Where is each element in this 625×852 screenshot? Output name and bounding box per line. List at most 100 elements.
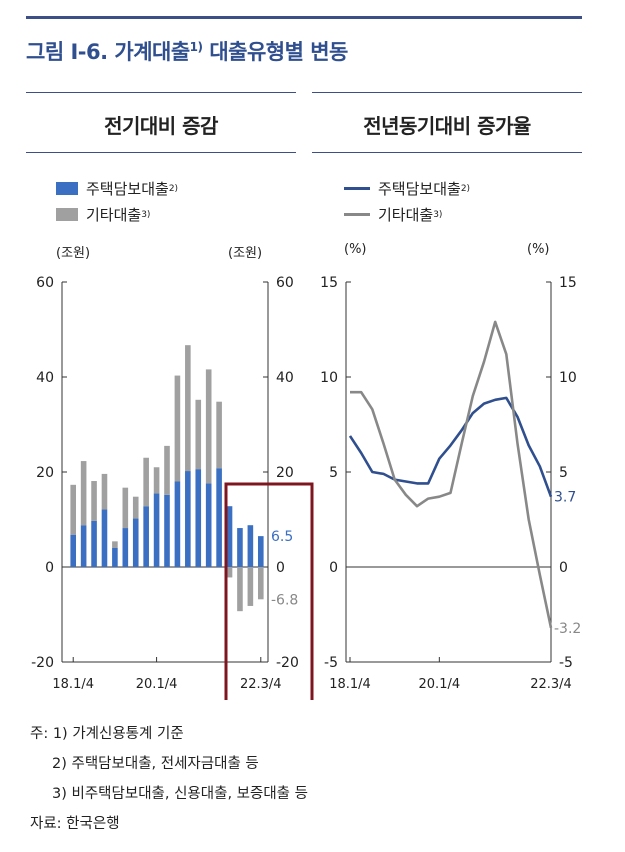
bar-mortgage — [205, 483, 212, 567]
note-3: 3) 비주택담보대출, 신용대출, 보증대출 등 — [52, 786, 308, 802]
left-top-rule — [26, 92, 296, 93]
legend-label: 기타대출 — [86, 206, 142, 224]
bar-mortgage — [237, 528, 243, 567]
legend-swatch-other — [56, 208, 78, 221]
y-tick-label-right: 60 — [276, 275, 294, 291]
bar-other — [185, 345, 191, 472]
bar-mortgage — [216, 468, 222, 567]
bar-mortgage — [257, 536, 264, 567]
bar-mortgage — [226, 506, 233, 567]
value-annotation: -6.8 — [271, 592, 298, 608]
bar-mortgage — [70, 534, 77, 567]
y-tick-label-right: -5 — [559, 655, 573, 671]
value-annotation: -3.2 — [554, 621, 581, 637]
bar-mortgage — [153, 493, 160, 567]
bar-other — [143, 457, 149, 507]
value-annotation: 3.7 — [554, 490, 576, 506]
y-tick-label-left: 15 — [320, 275, 338, 291]
legend-label: 주택담보대출 — [378, 180, 461, 198]
y-tick-label-right: -20 — [276, 655, 299, 671]
bar-mortgage — [164, 494, 170, 567]
y-tick-label-left: -5 — [324, 655, 338, 671]
bar-other — [174, 375, 181, 482]
y-tick-label-right: 10 — [559, 370, 577, 386]
bar-other — [247, 567, 254, 606]
note-1: 주: 1) 가계신용통계 기준 — [30, 726, 184, 742]
left-subtitle: 전기대비 증감 — [104, 114, 218, 138]
x-tick-label: 22.3/4 — [240, 677, 282, 692]
y-tick-label-left: 20 — [36, 465, 54, 481]
bar-mortgage — [91, 520, 97, 567]
bar-other — [257, 567, 264, 600]
left-unit-left: (조원) — [56, 246, 91, 261]
bar-other — [195, 399, 202, 470]
bar-mortgage — [101, 509, 108, 567]
legend-label: 주택담보대출 — [86, 180, 169, 198]
y-tick-label-left: 40 — [36, 370, 54, 386]
top-rule — [26, 16, 582, 19]
y-tick-label-left: 10 — [320, 370, 338, 386]
right-unit-right: (%) — [527, 242, 550, 257]
legend-item-mortgage-bar: 주택담보대출 2) — [56, 178, 178, 199]
bar-mortgage — [247, 525, 254, 567]
y-tick-label-right: 15 — [559, 275, 577, 291]
charts-canvas: -20 -20 0 0 20 20 40 40 60 60 18.1/4 20.1/4 22.3/4 6.… — [31, 275, 581, 700]
bar-other — [80, 461, 87, 526]
y-tick-label-right: 40 — [276, 370, 294, 386]
x-tick-label: 22.3/4 — [530, 677, 572, 692]
note-2: 2) 주택담보대출, 전세자금대출 등 — [52, 756, 259, 772]
y-tick-label-left: -20 — [31, 655, 54, 671]
bar-other — [216, 401, 222, 469]
legend-item-mortgage-line: 주택담보대출 2) — [344, 178, 470, 199]
right-unit-left: (%) — [344, 242, 367, 257]
bar-mortgage — [195, 469, 202, 567]
bar-mortgage — [112, 548, 118, 567]
y-tick-label-left: 0 — [45, 560, 54, 576]
legend-line-other — [344, 213, 370, 216]
y-tick-label-left: 0 — [329, 560, 338, 576]
left-unit-right: (조원) — [228, 246, 263, 261]
legend-item-other-bar: 기타대출 3) — [56, 204, 150, 225]
line-mortgage — [348, 396, 553, 498]
bar-other — [153, 467, 160, 494]
bar-mortgage — [132, 518, 139, 567]
y-tick-label-right: 0 — [559, 560, 568, 576]
right-top-rule — [312, 92, 582, 93]
bar-mortgage — [185, 471, 191, 567]
bar-mortgage — [80, 525, 87, 567]
legend-item-other-line: 기타대출 3) — [344, 204, 442, 225]
y-tick-label-left: 5 — [329, 465, 338, 481]
y-tick-label-left: 60 — [36, 275, 54, 291]
figure-title: 그림 Ⅰ-6. 가계대출1) 대출유형별 변동 — [26, 40, 348, 64]
legend-label: 기타대출 — [378, 206, 434, 224]
right-subtitle: 전년동기대비 증가율 — [363, 114, 531, 138]
bar-other — [122, 487, 129, 529]
legend-line-mortgage — [344, 187, 370, 190]
line-other — [350, 320, 553, 629]
y-tick-label-right: 20 — [276, 465, 294, 481]
x-tick-label: 20.1/4 — [136, 677, 178, 692]
y-tick-label-right: 0 — [276, 560, 285, 576]
bar-other — [70, 484, 77, 535]
bar-mortgage — [143, 506, 149, 567]
bar-other — [164, 445, 170, 495]
source-note: 자료: 한국은행 — [30, 816, 120, 832]
x-tick-label: 18.1/4 — [329, 677, 371, 692]
bar-mortgage — [122, 528, 129, 567]
value-annotation: 6.5 — [271, 529, 293, 545]
bar-other — [112, 541, 118, 548]
bar-other — [226, 567, 233, 578]
x-tick-label: 18.1/4 — [52, 677, 94, 692]
bar-other — [237, 567, 243, 612]
bar-mortgage — [174, 481, 181, 567]
left-sub-rule — [26, 152, 296, 153]
bar-other — [101, 473, 108, 510]
bar-other — [132, 496, 139, 519]
right-sub-rule — [312, 152, 582, 153]
bar-other — [205, 369, 212, 484]
bar-other — [91, 481, 97, 521]
y-tick-label-right: 5 — [559, 465, 568, 481]
highlight-box — [224, 482, 314, 700]
legend-swatch-mortgage — [56, 182, 78, 195]
x-tick-label: 20.1/4 — [419, 677, 461, 692]
